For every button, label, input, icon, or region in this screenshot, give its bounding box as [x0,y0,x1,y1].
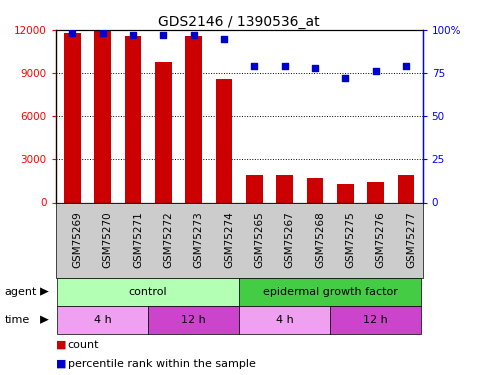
Point [402,63,410,69]
Text: GSM75274: GSM75274 [224,211,234,268]
Text: 12 h: 12 h [181,315,206,325]
Text: 12 h: 12 h [363,315,388,325]
Point [129,32,137,38]
Point [159,32,167,38]
Bar [155,62,171,202]
Text: GSM75265: GSM75265 [254,211,264,268]
Point [341,75,349,81]
Point [220,36,228,42]
Text: GSM75269: GSM75269 [72,211,82,268]
Bar [307,178,323,203]
Point [281,63,288,69]
Text: GSM75268: GSM75268 [315,211,325,268]
Bar [185,36,202,203]
Text: GSM75267: GSM75267 [284,211,295,268]
Text: ■: ■ [56,359,66,369]
Bar [215,79,232,203]
Text: control: control [129,286,168,297]
Text: GSM75276: GSM75276 [376,211,385,268]
Bar [125,36,141,203]
Bar [276,175,293,202]
Text: 4 h: 4 h [276,315,294,325]
Text: percentile rank within the sample: percentile rank within the sample [68,359,256,369]
Bar [246,175,263,202]
Text: GSM75275: GSM75275 [345,211,355,268]
Point [69,30,76,36]
Text: GSM75271: GSM75271 [133,211,143,268]
Text: count: count [68,340,99,350]
Bar [64,33,81,203]
Text: GSM75273: GSM75273 [194,211,203,268]
Point [311,65,319,71]
Point [250,63,258,69]
Bar [398,175,414,202]
Text: GSM75272: GSM75272 [163,211,173,268]
Bar [337,184,354,203]
Text: epidermal growth factor: epidermal growth factor [263,286,398,297]
Bar [367,182,384,203]
Bar [94,32,111,202]
Point [372,68,380,74]
Text: time: time [5,315,30,325]
Point [190,32,198,38]
Point [99,30,106,36]
Title: GDS2146 / 1390536_at: GDS2146 / 1390536_at [158,15,320,29]
Text: GSM75270: GSM75270 [102,211,113,268]
Text: agent: agent [5,286,37,297]
Text: GSM75277: GSM75277 [406,211,416,268]
Text: ■: ■ [56,340,66,350]
Text: 4 h: 4 h [94,315,112,325]
